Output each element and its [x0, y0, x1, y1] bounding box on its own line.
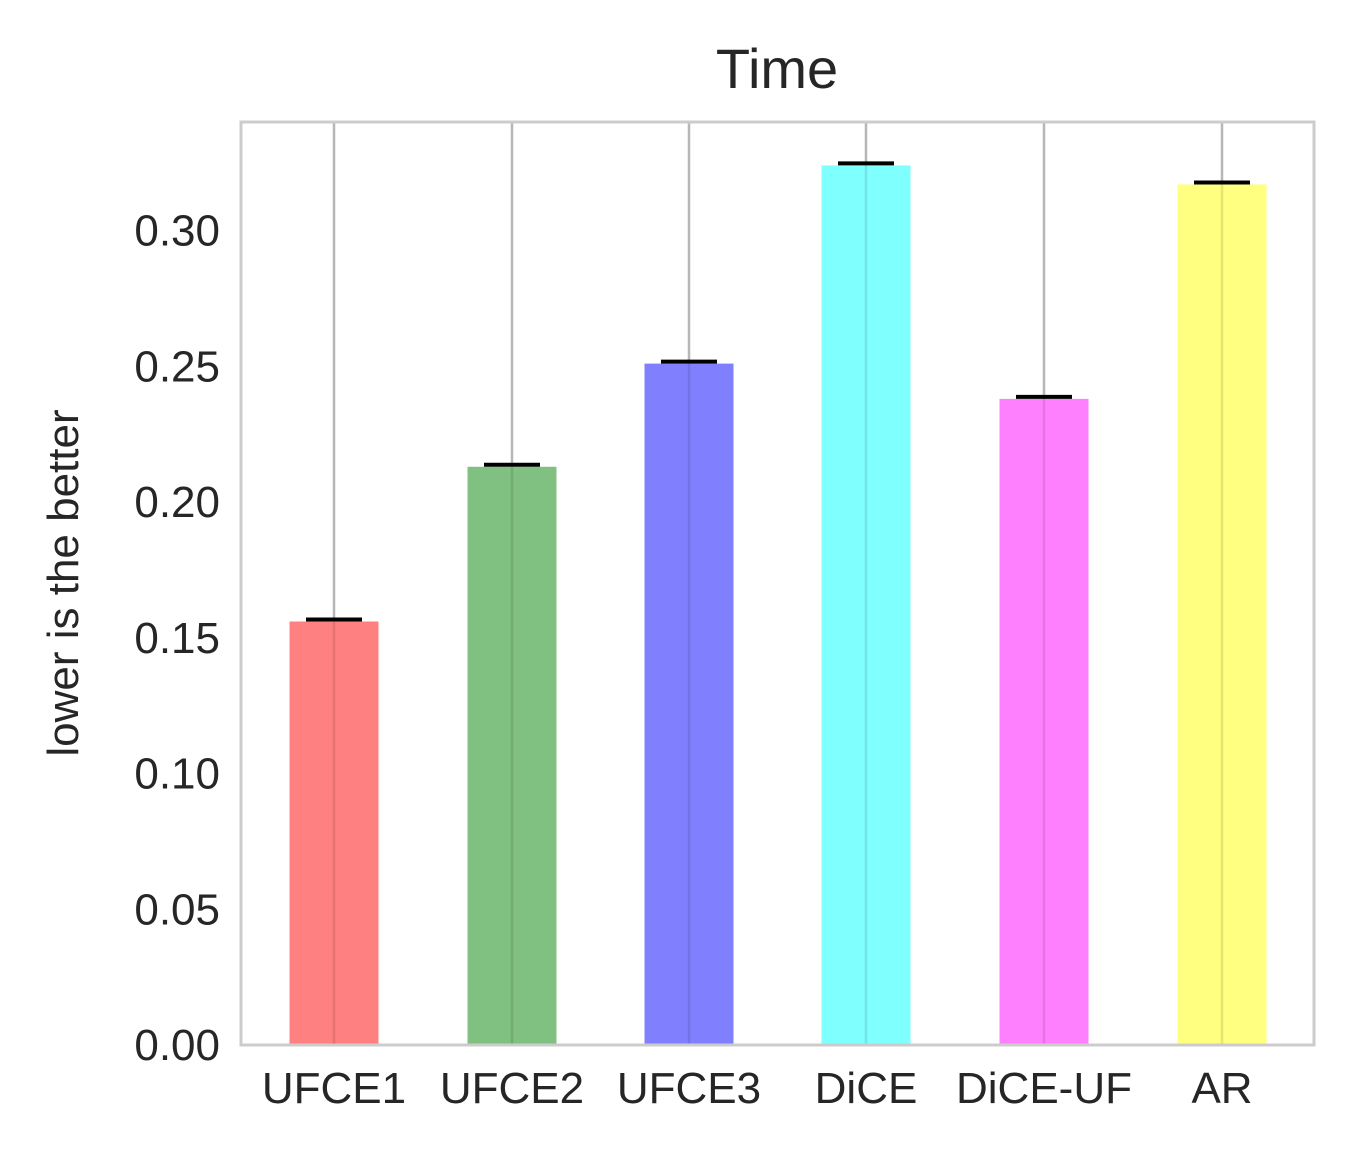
bar-dice-uf	[999, 398, 1089, 1045]
y-tick-label: 0.25	[134, 342, 220, 391]
y-axis-label: lower is the better	[39, 409, 88, 756]
x-tick-label: DiCE	[815, 1064, 918, 1113]
chart-title: Time	[716, 37, 838, 100]
bar-ufce1	[289, 621, 379, 1045]
y-tick-label: 0.15	[134, 614, 220, 663]
bar-ar	[1177, 184, 1267, 1045]
bar-ufce2	[467, 466, 557, 1045]
y-tick-label: 0.30	[134, 207, 220, 256]
bar-ufce3	[644, 363, 734, 1045]
y-tick-label: 0.10	[134, 750, 220, 799]
plot-area: 0.00 0.05 0.10 0.15 0.20 0.25 0.30 UFCE1 UFCE2 UF…	[134, 120, 1316, 1113]
x-tick-label: UFCE1	[262, 1064, 406, 1113]
y-tick-label: 0.20	[134, 478, 220, 527]
x-tick-label: UFCE2	[440, 1064, 584, 1113]
x-tick-label: DiCE-UF	[956, 1064, 1132, 1113]
plot-frame	[239, 120, 1316, 1047]
y-tick-label: 0.00	[134, 1021, 220, 1070]
bar-dice	[821, 165, 911, 1045]
x-tick-label: AR	[1191, 1064, 1252, 1113]
x-tick-label: UFCE3	[617, 1064, 761, 1113]
y-tick-label: 0.05	[134, 885, 220, 934]
